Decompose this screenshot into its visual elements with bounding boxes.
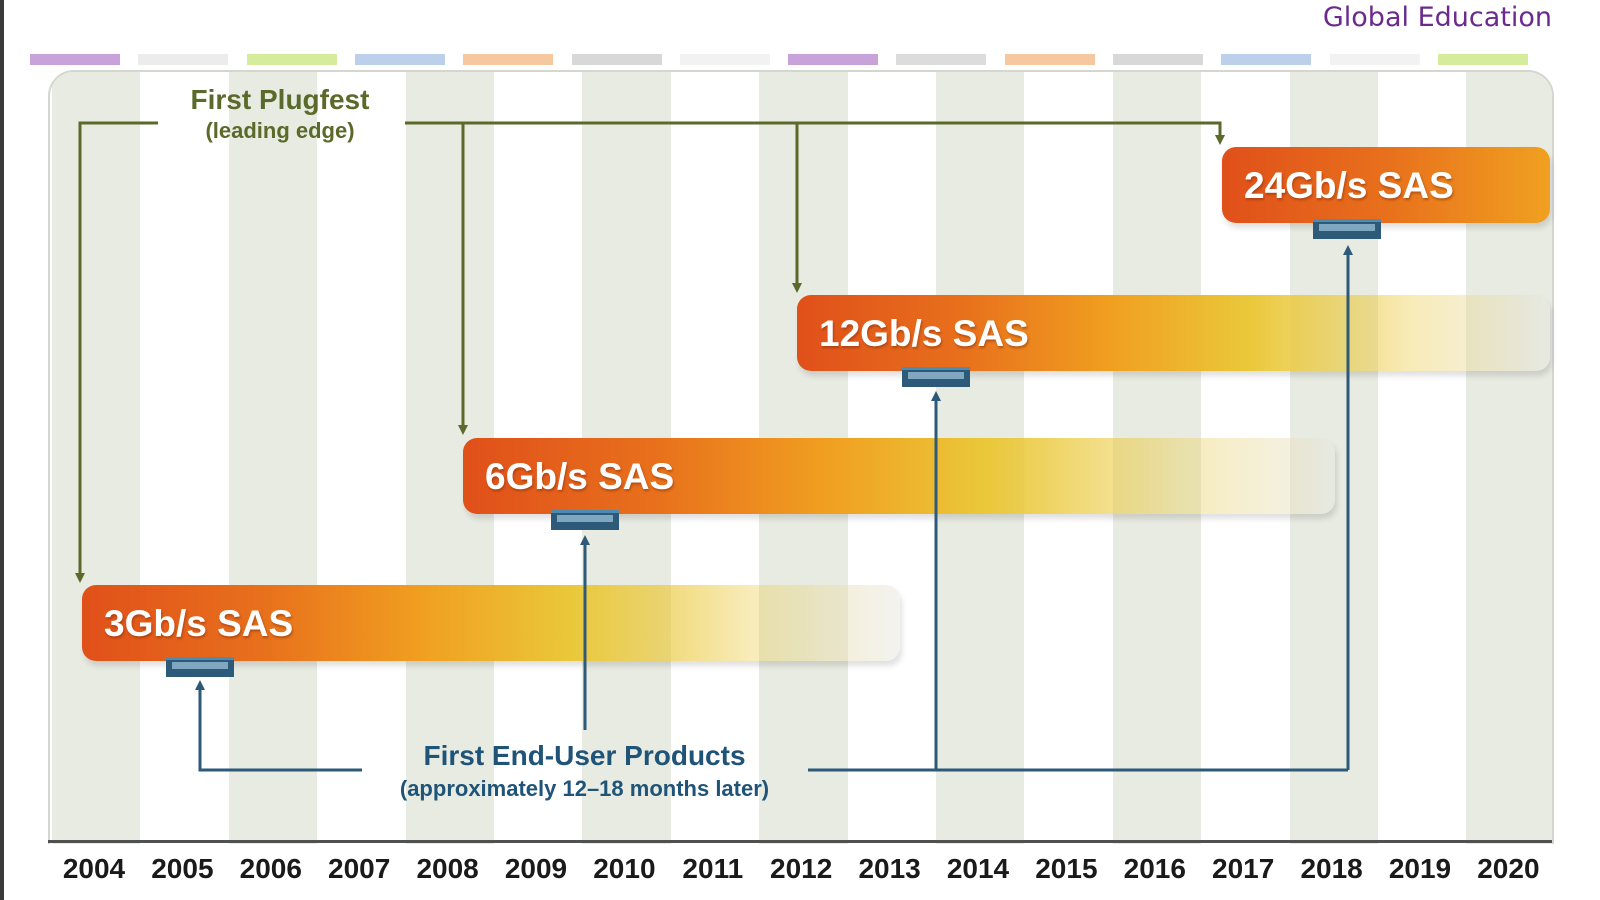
plugfest-arrow-3g bbox=[75, 121, 158, 583]
strip-segment bbox=[1437, 54, 1528, 65]
bar-6gb-s-sas bbox=[463, 438, 1335, 514]
year-label-2016: 2016 bbox=[1123, 853, 1186, 884]
strip-segment bbox=[1221, 54, 1312, 65]
year-band bbox=[52, 72, 141, 844]
year-label-2005: 2005 bbox=[151, 853, 214, 884]
year-label-2011: 2011 bbox=[682, 853, 744, 884]
product-arrow-3g bbox=[195, 680, 362, 772]
year-label-2009: 2009 bbox=[504, 853, 568, 884]
bar-label: 6Gb/s SAS bbox=[485, 456, 675, 497]
strip-segment bbox=[788, 54, 879, 65]
strip-segment bbox=[30, 54, 120, 65]
bar-3gb-s-sas bbox=[82, 585, 900, 661]
strip-segment bbox=[896, 54, 987, 65]
strip-segment bbox=[246, 54, 337, 65]
plugfest-title: First Plugfest bbox=[190, 84, 370, 115]
year-label-2020: 2020 bbox=[1477, 853, 1540, 884]
brand-label: Global Education bbox=[1322, 2, 1552, 33]
plugfest-subtitle: (leading edge) bbox=[205, 118, 355, 143]
year-label-2010: 2010 bbox=[593, 853, 656, 884]
bar-label: 3Gb/s SAS bbox=[104, 603, 294, 644]
year-label-2017: 2017 bbox=[1212, 853, 1275, 884]
year-label-2018: 2018 bbox=[1300, 853, 1363, 884]
strip-segment bbox=[1113, 54, 1203, 65]
year-label-2006: 2006 bbox=[239, 853, 302, 884]
year-label-2012: 2012 bbox=[770, 853, 833, 884]
strip-segment bbox=[679, 54, 770, 65]
bar-12gb-s-sas bbox=[797, 295, 1550, 371]
year-label-2007: 2007 bbox=[328, 853, 391, 884]
plugfest-arrow-24g bbox=[405, 121, 1225, 145]
strip-segment bbox=[571, 54, 662, 65]
product-marker bbox=[902, 367, 970, 387]
product-marker bbox=[551, 510, 619, 530]
product-marker bbox=[1313, 219, 1381, 239]
year-label-2004: 2004 bbox=[62, 853, 126, 884]
products-title: First End-User Products bbox=[423, 740, 746, 771]
products-caption: First End-User Products (approximately 1… bbox=[362, 740, 807, 802]
strip-segment bbox=[1329, 54, 1420, 65]
strip-segment bbox=[1004, 54, 1095, 65]
year-label-2015: 2015 bbox=[1035, 853, 1098, 884]
year-label-2019: 2019 bbox=[1388, 853, 1452, 884]
strip-segment bbox=[354, 54, 445, 65]
year-band bbox=[228, 72, 318, 844]
year-axis bbox=[48, 840, 1552, 843]
strip-segment bbox=[138, 54, 229, 65]
bar-24gb-s-sas bbox=[1222, 147, 1550, 223]
color-strip bbox=[30, 54, 1570, 65]
year-label-2008: 2008 bbox=[416, 853, 479, 884]
product-marker bbox=[166, 657, 234, 677]
products-subtitle: (approximately 12–18 months later) bbox=[399, 776, 770, 801]
window-edge bbox=[0, 0, 4, 900]
bar-label: 24Gb/s SAS bbox=[1244, 165, 1454, 206]
strip-segment bbox=[463, 54, 554, 65]
plugfest-caption: First Plugfest (leading edge) bbox=[155, 84, 405, 144]
year-label-2013: 2013 bbox=[858, 853, 921, 884]
year-label-2014: 2014 bbox=[946, 853, 1010, 884]
bar-label: 12Gb/s SAS bbox=[819, 313, 1029, 354]
